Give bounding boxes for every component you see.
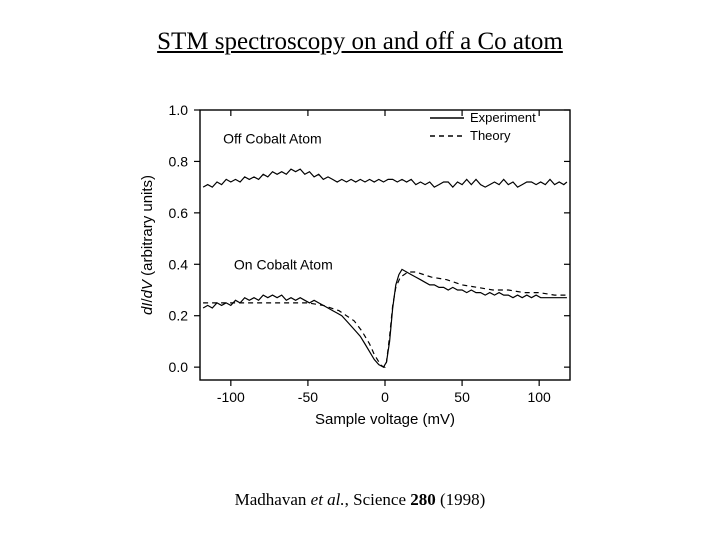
citation-sep: , bbox=[345, 490, 354, 509]
page-title: STM spectroscopy on and off a Co atom bbox=[0, 28, 720, 56]
svg-text:0.4: 0.4 bbox=[169, 256, 189, 272]
chart-svg: -100 -50 0 50 100 0.0 0.2 0.4 0.6 0.8 1.0 Sample vo… bbox=[130, 90, 590, 440]
svg-text:-50: -50 bbox=[298, 389, 318, 405]
series-on-theory bbox=[203, 272, 567, 367]
svg-text:0.8: 0.8 bbox=[169, 153, 189, 169]
series-off-experiment bbox=[203, 169, 567, 187]
legend-item: Theory bbox=[470, 128, 511, 143]
citation-journal: Science bbox=[353, 490, 406, 509]
svg-text:0.0: 0.0 bbox=[169, 359, 189, 375]
annotation: Off Cobalt Atom bbox=[223, 130, 322, 146]
legend-item: Experiment bbox=[470, 110, 536, 125]
citation-authors: Madhavan bbox=[235, 490, 307, 509]
series-on-experiment bbox=[203, 269, 567, 367]
svg-text:100: 100 bbox=[527, 389, 551, 405]
svg-text:50: 50 bbox=[454, 389, 470, 405]
citation-year: (1998) bbox=[440, 490, 485, 509]
svg-text:1.0: 1.0 bbox=[169, 102, 189, 118]
spectroscopy-chart: -100 -50 0 50 100 0.0 0.2 0.4 0.6 0.8 1.0 Sample vo… bbox=[130, 90, 590, 440]
citation: Madhavan et al., Science 280 (1998) bbox=[0, 490, 720, 510]
svg-text:0.2: 0.2 bbox=[169, 308, 189, 324]
annotation: On Cobalt Atom bbox=[234, 256, 333, 272]
svg-text:0.6: 0.6 bbox=[169, 205, 189, 221]
svg-text:0: 0 bbox=[381, 389, 389, 405]
svg-text:dI/dV (arbitrary units): dI/dV (arbitrary units) bbox=[139, 175, 156, 315]
svg-text:-100: -100 bbox=[217, 389, 245, 405]
svg-text:Sample voltage (mV): Sample voltage (mV) bbox=[315, 411, 455, 428]
citation-volume: 280 bbox=[410, 490, 436, 509]
citation-etal: et al. bbox=[311, 490, 345, 509]
